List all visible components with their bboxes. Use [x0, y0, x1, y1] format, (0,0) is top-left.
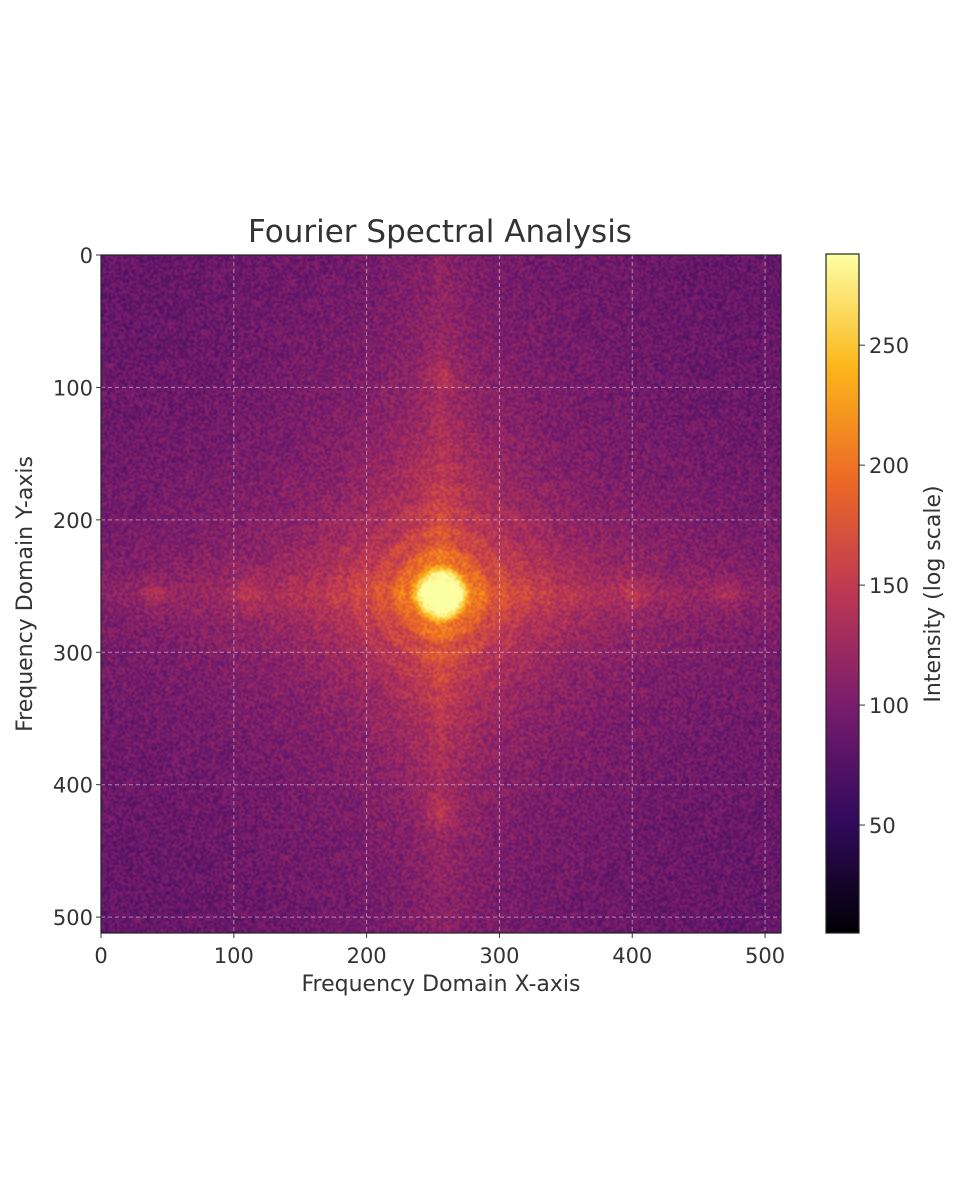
colorbar-tick-label: 150: [869, 574, 909, 598]
x-tick-label: 500: [745, 944, 785, 968]
y-axis: 0 100 200 300 400 500: [53, 244, 101, 930]
x-tick-label: 200: [347, 944, 387, 968]
x-tick-label: 300: [479, 944, 519, 968]
colorbar: [825, 253, 860, 934]
y-tick-label: 0: [80, 244, 93, 268]
chart-title: Fourier Spectral Analysis: [248, 214, 632, 250]
colorbar-tick-label: 50: [869, 814, 896, 838]
x-tick-label: 400: [612, 944, 652, 968]
heatmap-image: [101, 255, 781, 933]
x-tick-label: 100: [214, 944, 254, 968]
x-tick-label: 0: [94, 944, 107, 968]
y-tick-label: 200: [53, 509, 93, 533]
colorbar-tick-label: 250: [869, 334, 909, 358]
x-axis: 0 100 200 300 400 500: [94, 933, 785, 968]
plot-frame: [100, 254, 782, 934]
y-tick-label: 500: [53, 906, 93, 930]
y-tick-label: 100: [53, 376, 93, 400]
y-axis-label: Frequency Domain Y-axis: [13, 456, 38, 732]
y-tick-label: 400: [53, 774, 93, 798]
grid-lines: [101, 255, 781, 933]
colorbar-tick-label: 200: [869, 454, 909, 478]
colorbar-tick-label: 100: [869, 694, 909, 718]
colorbar-axis: 50 100 150 200 250: [859, 334, 909, 838]
colorbar-label: Intensity (log scale): [921, 485, 946, 702]
y-tick-label: 300: [53, 641, 93, 665]
x-axis-label: Frequency Domain X-axis: [302, 972, 581, 997]
heatmap-image-frame: [101, 255, 781, 933]
